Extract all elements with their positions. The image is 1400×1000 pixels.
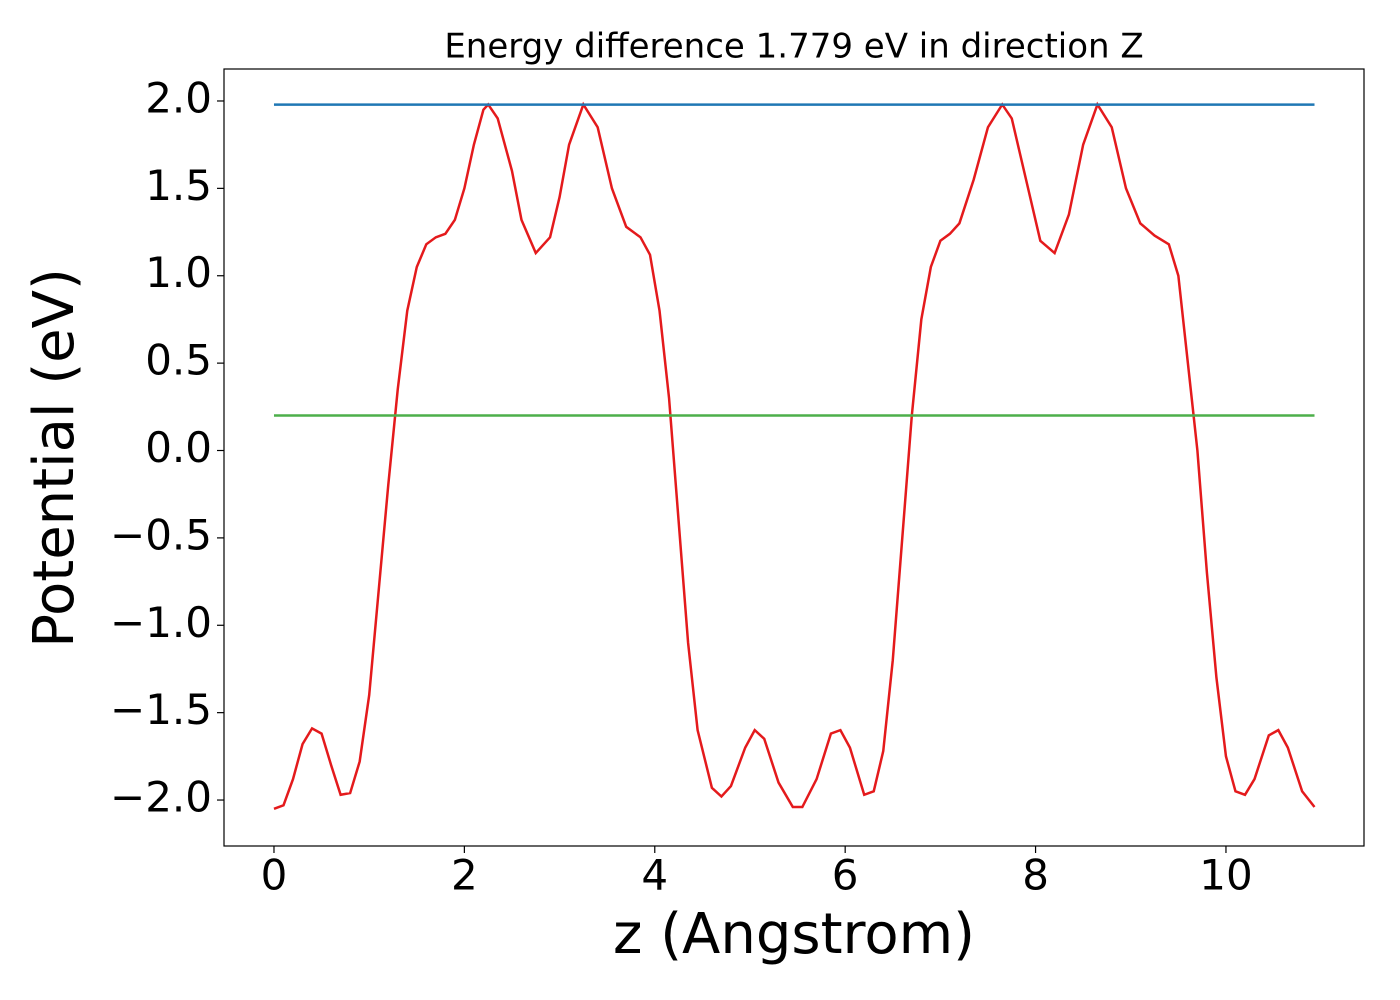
y-tick-label: −2.0 (110, 773, 212, 822)
plot-frame (223, 68, 1365, 847)
x-tick-label: 6 (832, 851, 859, 900)
x-tick-label: 0 (261, 851, 288, 900)
y-tick-label: −1.5 (110, 685, 212, 734)
line-series (273, 101, 1316, 810)
y-tick-label: 0.0 (145, 423, 212, 472)
y-tick-label: 1.0 (145, 248, 212, 297)
x-tick-label: 10 (1199, 851, 1252, 900)
y-tick-label: 0.5 (145, 336, 212, 385)
y-tick-label: 2.0 (145, 73, 212, 122)
y-tick-label: −1.0 (110, 598, 212, 647)
chart-title: Energy difference 1.779 eV in direction … (444, 27, 1143, 67)
y-axis-label: Potential (eV) (22, 268, 87, 648)
y-tick-label: −0.5 (110, 510, 212, 559)
x-tick-label: 4 (641, 851, 668, 900)
x-tick-label: 2 (451, 851, 478, 900)
x-axis-label: z (Angstrom) (613, 902, 975, 967)
x-tick-label: 8 (1022, 851, 1049, 900)
y-tick-label: 1.5 (145, 161, 212, 210)
